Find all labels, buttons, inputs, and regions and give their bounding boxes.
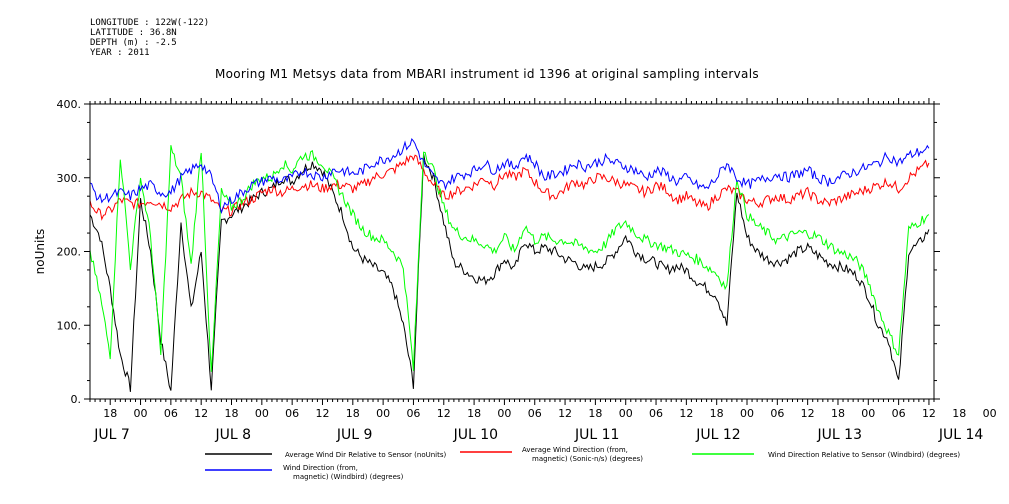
legend-label: Average Wind Dir Relative to Sensor (noU…: [285, 451, 446, 459]
metadata-block: LONGITUDE : 122W(-122) LATITUDE : 36.8N …: [90, 18, 209, 58]
x-hour-label: 18: [103, 407, 117, 420]
x-hour-label: 00: [983, 407, 997, 420]
x-date-label: JUL 10: [453, 427, 498, 443]
legend-label: Average Wind Direction (from,: [522, 446, 628, 454]
plot-area: [90, 104, 934, 399]
legend-item: Wind Direction Relative to Sensor (Windb…: [692, 451, 960, 459]
x-hour-label: 12: [922, 407, 936, 420]
legend: Average Wind Dir Relative to Sensor (noU…: [205, 446, 960, 481]
y-axis-title: noUnits: [33, 229, 47, 275]
x-hour-label: 18: [952, 407, 966, 420]
series-line-3: [89, 137, 930, 214]
x-hour-label: 12: [679, 407, 693, 420]
x-hour-label: 00: [740, 407, 754, 420]
y-tick-label: 300.: [57, 172, 82, 185]
x-hour-label: 18: [467, 407, 481, 420]
x-hour-label: 00: [134, 407, 148, 420]
y-tick-label: 0.: [71, 393, 82, 406]
y-tick-label: 200.: [57, 246, 82, 259]
legend-item: Wind Direction (from,magnetic) (Windbird…: [205, 464, 404, 481]
series-line-2: [89, 145, 930, 372]
x-hour-label: 00: [376, 407, 390, 420]
axes-layer: 0. 100. 200. 300. 400. noUnits 18 00 06 12 18 00 06 1…: [33, 98, 997, 443]
legend-label: Wind Direction Relative to Sensor (Windb…: [768, 451, 960, 459]
x-hour-label: 12: [194, 407, 208, 420]
x-hour-label: 00: [255, 407, 269, 420]
x-hour-label: 06: [406, 407, 420, 420]
series-layer: [89, 137, 930, 392]
x-hour-label: 00: [861, 407, 875, 420]
year-text: YEAR : 2011: [90, 48, 150, 58]
legend-label: magnetic) (Sonic-n/s) (degrees): [532, 455, 643, 463]
x-date-label: JUL 9: [336, 427, 373, 443]
series-line-0: [89, 153, 930, 392]
x-hour-label: 06: [892, 407, 906, 420]
x-date-label: JUL 7: [93, 427, 130, 443]
x-hour-label: 18: [831, 407, 845, 420]
x-date-label: JUL 13: [817, 427, 862, 443]
x-hour-label: 12: [315, 407, 329, 420]
y-tick-label: 400.: [57, 98, 82, 111]
x-hour-label: 06: [164, 407, 178, 420]
x-hour-label: 06: [649, 407, 663, 420]
x-date-label: JUL 11: [574, 427, 619, 443]
x-hour-label: 12: [801, 407, 815, 420]
x-hour-label: 00: [497, 407, 511, 420]
plot-background: [90, 104, 934, 399]
x-hour-label: 18: [710, 407, 724, 420]
x-hour-label: 06: [528, 407, 542, 420]
chart-title: Mooring M1 Metsys data from MBARI instru…: [215, 67, 759, 81]
x-date-label: JUL 8: [215, 427, 252, 443]
x-hour-label: 18: [225, 407, 239, 420]
longitude-text: LONGITUDE : 122W(-122): [90, 18, 210, 28]
x-date-label: JUL 14: [938, 427, 984, 443]
x-hour-label: 18: [346, 407, 360, 420]
x-hour-label: 12: [558, 407, 572, 420]
depth-text: DEPTH (m) : -2.5: [90, 38, 177, 48]
latitude-text: LATITUDE : 36.8N: [90, 28, 177, 38]
legend-label: Wind Direction (from,: [283, 464, 358, 472]
x-hour-label: 06: [770, 407, 784, 420]
legend-item: Average Wind Dir Relative to Sensor (noU…: [205, 451, 446, 459]
x-hour-label: 12: [437, 407, 451, 420]
x-hour-label: 00: [619, 407, 633, 420]
y-tick-label: 100.: [57, 319, 82, 332]
x-date-label: JUL 12: [695, 427, 740, 443]
x-hour-label: 06: [285, 407, 299, 420]
x-hour-label: 18: [588, 407, 602, 420]
series-line-1: [89, 154, 930, 221]
legend-label: magnetic) (Windbird) (degrees): [293, 473, 404, 481]
legend-item: Average Wind Direction (from,magnetic) (…: [460, 446, 643, 463]
